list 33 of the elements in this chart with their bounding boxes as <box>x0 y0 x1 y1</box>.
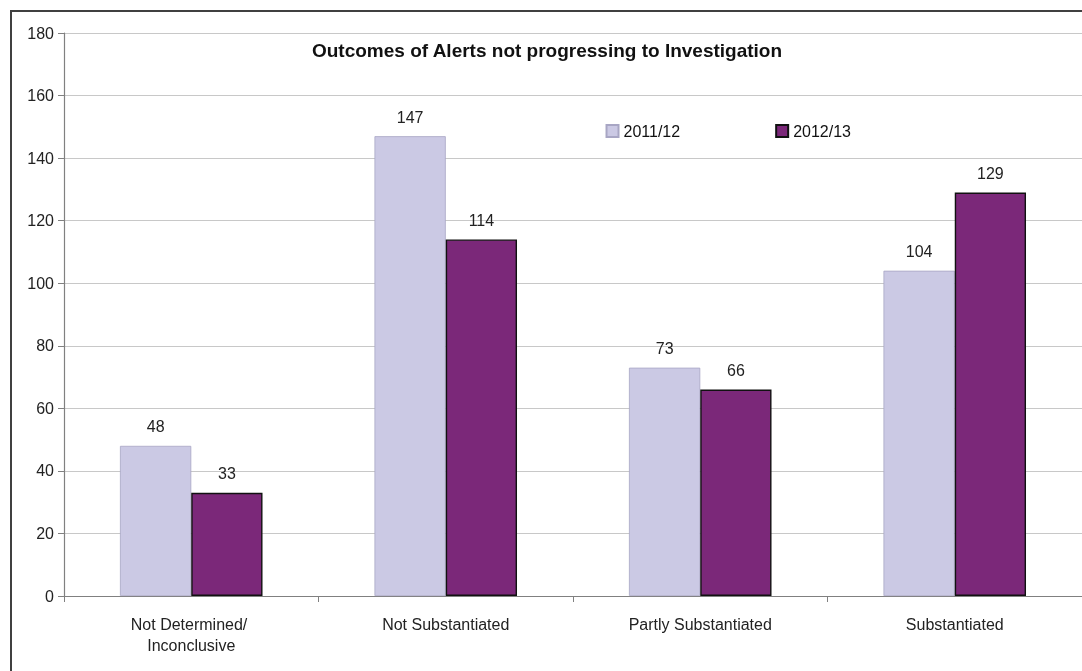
x-tick-label: Substantiated <box>905 616 1004 633</box>
legend-label: 2012/13 <box>793 122 852 140</box>
x-tick-label: Not Substantiated <box>382 616 510 633</box>
x-tick-label: Not Determined/ Inconclusive <box>130 616 252 654</box>
y-tick-label: 40 <box>36 462 55 480</box>
data-label: 33 <box>217 465 236 483</box>
bar <box>445 239 518 596</box>
bar <box>374 136 446 596</box>
bar <box>883 270 955 596</box>
data-label: 114 <box>468 211 495 229</box>
x-tick-label: Partly Substantiated <box>628 616 772 633</box>
data-label: 104 <box>905 243 933 261</box>
data-label: 147 <box>396 108 424 126</box>
data-label: 129 <box>977 165 1004 183</box>
y-tick-label: 60 <box>36 399 55 417</box>
y-tick-label: 20 <box>36 524 55 542</box>
bar <box>954 192 1027 596</box>
y-tick-label: 180 <box>27 24 55 42</box>
bar <box>700 389 772 596</box>
chart-title: Outcomes of Alerts not progressing to Investigation <box>311 40 783 61</box>
bar <box>191 492 263 596</box>
data-label: 73 <box>655 340 674 358</box>
y-tick-label: 80 <box>36 337 55 355</box>
y-tick-label: 140 <box>27 149 55 167</box>
legend-label: 2011/12 <box>623 122 681 140</box>
data-label: 48 <box>146 418 165 436</box>
bar <box>628 367 701 596</box>
data-label: 66 <box>726 362 745 380</box>
bar <box>119 445 192 596</box>
y-tick-label: 120 <box>27 212 55 230</box>
y-tick-label: 0 <box>45 587 55 605</box>
y-tick-label: 160 <box>27 87 55 105</box>
y-tick-label: 100 <box>27 274 55 292</box>
